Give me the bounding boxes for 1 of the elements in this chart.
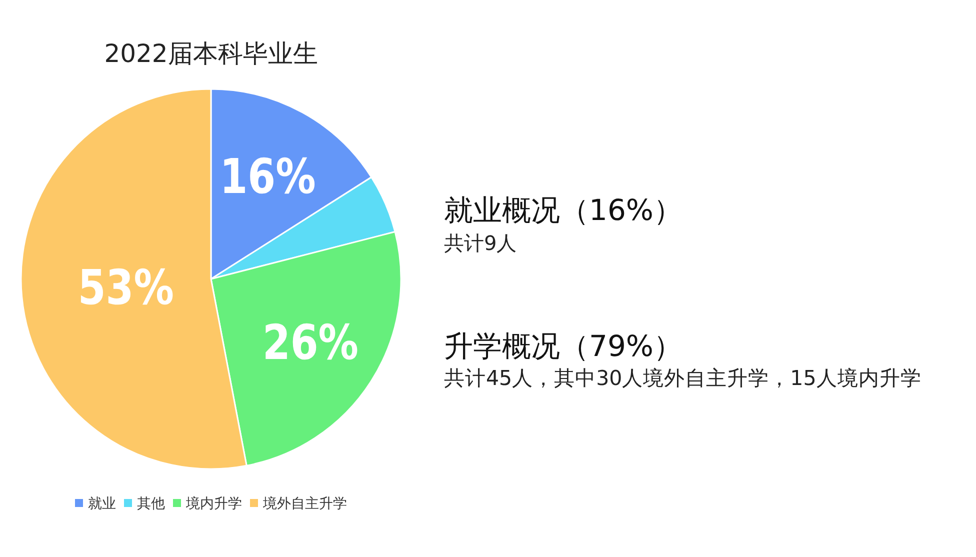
title: 2022届本科毕业生 bbox=[104, 39, 318, 68]
